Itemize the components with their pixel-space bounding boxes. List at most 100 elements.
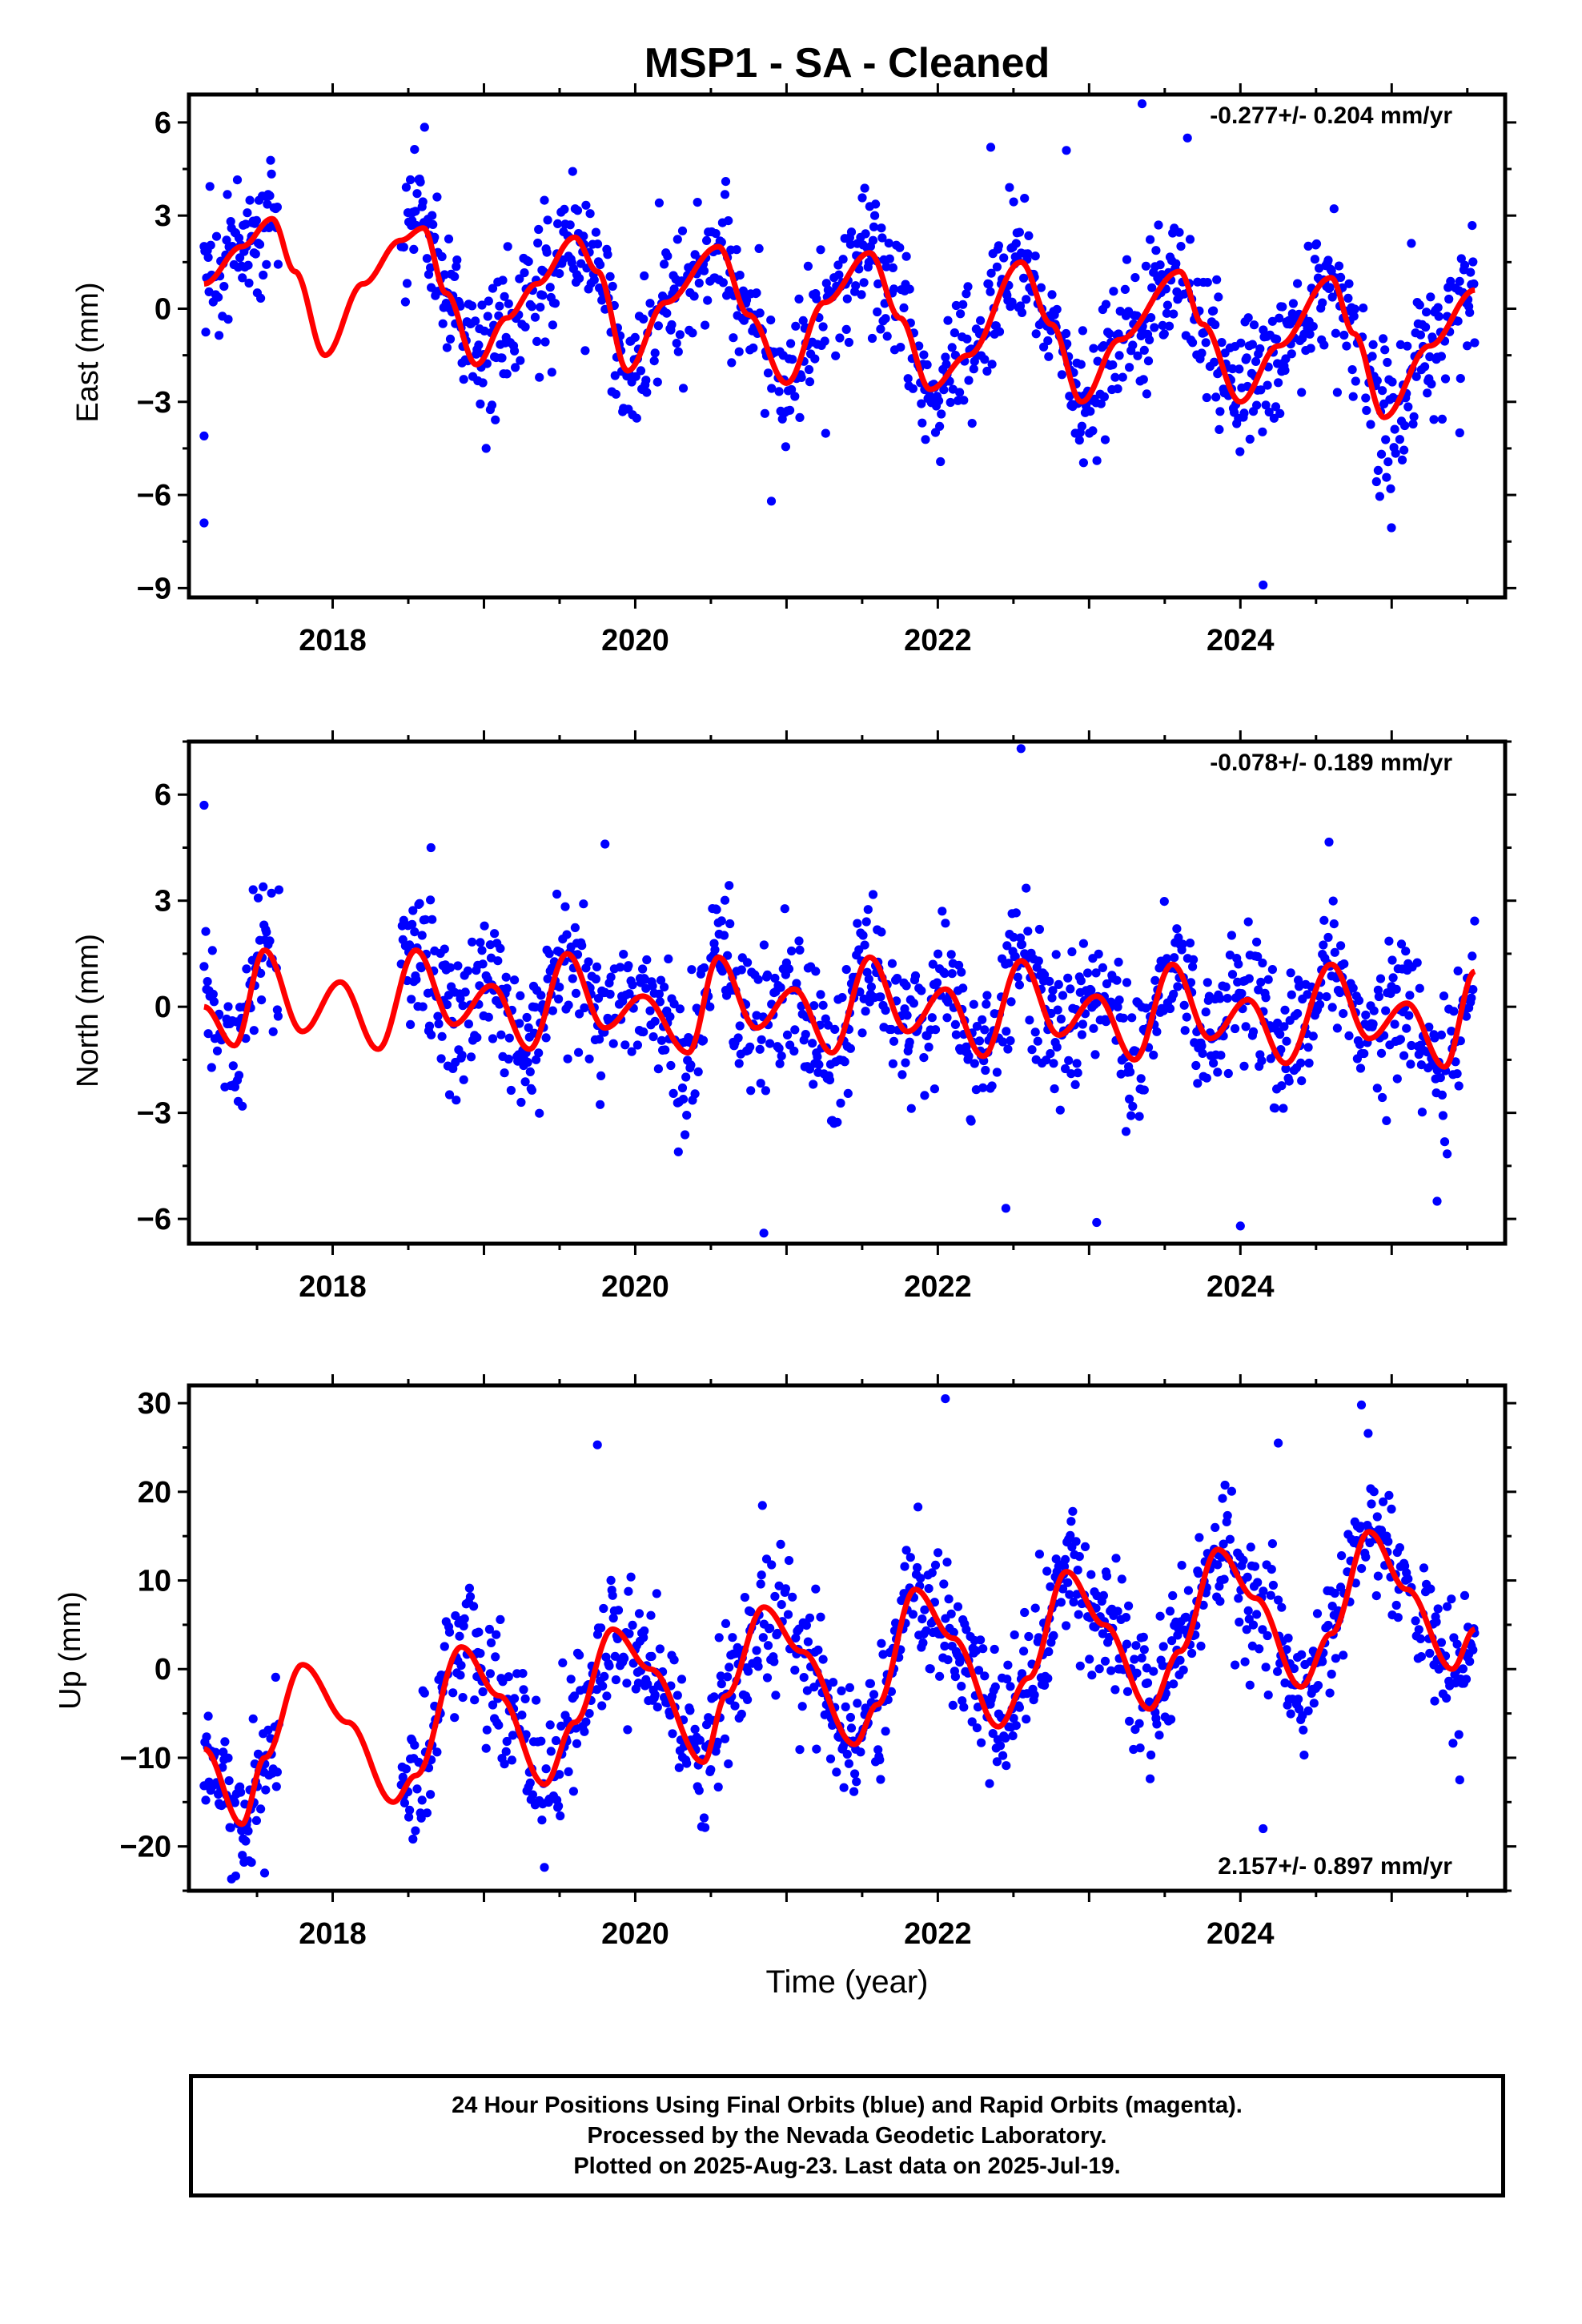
- data-point: [1197, 348, 1207, 358]
- data-point: [1034, 956, 1043, 966]
- data-point: [980, 1025, 990, 1035]
- data-point: [1415, 1634, 1425, 1643]
- data-point: [978, 1015, 987, 1024]
- data-point: [1111, 1554, 1121, 1563]
- data-point: [245, 195, 255, 205]
- data-point: [604, 1661, 614, 1671]
- data-point: [678, 384, 689, 393]
- data-point: [1234, 959, 1243, 969]
- x-tick-label: 2020: [601, 1270, 669, 1304]
- data-point: [540, 1863, 549, 1872]
- data-point: [1415, 300, 1424, 310]
- data-point: [1114, 957, 1123, 967]
- data-point: [1276, 1045, 1286, 1055]
- data-point: [926, 1664, 935, 1674]
- data-point: [1367, 1499, 1376, 1509]
- data-point: [901, 251, 911, 261]
- data-point: [1369, 1487, 1379, 1497]
- data-point: [613, 1606, 624, 1615]
- data-point: [1223, 1510, 1232, 1521]
- data-point: [823, 1020, 833, 1030]
- data-point: [510, 1694, 520, 1703]
- data-point: [1183, 1586, 1193, 1595]
- data-point: [1235, 447, 1245, 456]
- data-point: [781, 442, 791, 452]
- data-point: [408, 1834, 418, 1844]
- data-point: [1011, 239, 1021, 248]
- data-point: [460, 987, 470, 997]
- data-point: [1252, 937, 1262, 947]
- data-point: [540, 195, 549, 205]
- data-point: [636, 366, 646, 376]
- data-point: [1118, 372, 1127, 382]
- data-point: [1098, 963, 1107, 972]
- data-point: [1076, 360, 1086, 369]
- data-point: [1436, 1030, 1446, 1039]
- data-point: [966, 1116, 976, 1126]
- data-point: [1173, 1630, 1182, 1640]
- data-point: [930, 1025, 941, 1035]
- data-point: [888, 1059, 897, 1068]
- x-tick-label: 2018: [299, 1917, 367, 1951]
- data-point: [1165, 1003, 1175, 1014]
- data-point: [532, 1055, 541, 1064]
- data-point: [471, 316, 480, 326]
- data-point: [909, 999, 918, 1008]
- data-point: [791, 321, 801, 331]
- data-point: [769, 1657, 779, 1667]
- data-point: [231, 1872, 240, 1881]
- data-point: [1401, 947, 1411, 956]
- data-point: [1023, 249, 1033, 259]
- data-point: [857, 290, 866, 300]
- data-point: [1449, 1007, 1459, 1016]
- data-point: [486, 1638, 496, 1647]
- data-point: [869, 222, 879, 231]
- data-point: [440, 1642, 449, 1651]
- data-point: [992, 262, 1002, 271]
- data-point: [1042, 1055, 1051, 1065]
- data-point: [1131, 1641, 1141, 1651]
- data-point: [753, 975, 763, 984]
- data-point: [1100, 435, 1110, 444]
- data-point: [556, 1811, 565, 1821]
- data-point: [1303, 990, 1312, 999]
- data-point: [405, 1019, 416, 1029]
- data-point: [881, 1006, 890, 1015]
- data-point: [426, 895, 436, 905]
- data-point: [877, 927, 886, 937]
- data-point: [842, 294, 852, 304]
- data-point: [1286, 1709, 1295, 1719]
- data-point: [1359, 1049, 1369, 1059]
- data-point: [620, 1654, 629, 1663]
- data-point: [623, 1725, 632, 1735]
- data-point: [1280, 1005, 1290, 1015]
- data-point: [426, 263, 436, 272]
- footer-caption-box: 24 Hour Positions Using Final Orbits (bl…: [189, 2074, 1505, 2197]
- data-point: [763, 368, 773, 378]
- data-point: [1122, 1639, 1132, 1649]
- data-point: [655, 997, 665, 1007]
- data-point: [428, 915, 437, 924]
- data-point: [545, 1720, 555, 1730]
- data-point: [199, 962, 209, 971]
- data-point: [554, 994, 564, 1004]
- y-tick-label: −20: [120, 1831, 171, 1864]
- data-point: [201, 328, 211, 337]
- data-point: [1087, 1671, 1097, 1680]
- data-point: [1019, 1647, 1029, 1656]
- data-point: [226, 217, 235, 227]
- data-point: [1007, 297, 1017, 307]
- data-point: [1373, 1571, 1383, 1581]
- data-point: [619, 950, 628, 959]
- data-point: [1227, 970, 1238, 979]
- data-point: [713, 1737, 722, 1747]
- y-tick-label: 30: [138, 1387, 171, 1421]
- data-point: [1306, 344, 1315, 353]
- data-point: [1217, 338, 1227, 348]
- data-point: [818, 322, 828, 332]
- data-point: [542, 247, 552, 257]
- data-point: [1243, 1572, 1252, 1582]
- data-point: [868, 235, 878, 245]
- data-point: [223, 1753, 233, 1763]
- data-point: [1442, 1693, 1452, 1703]
